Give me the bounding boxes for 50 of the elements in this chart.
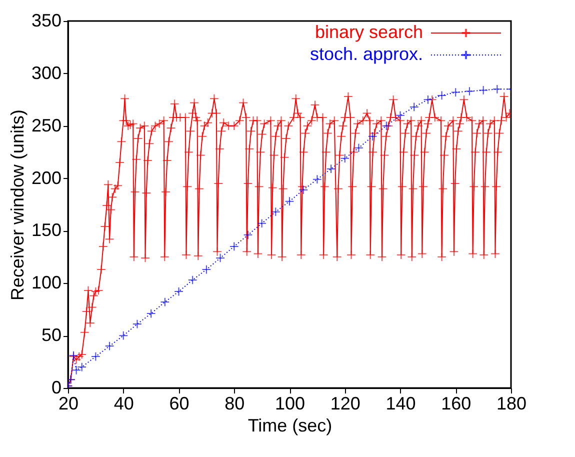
point [243,230,253,240]
point [77,362,87,372]
x-tick-label: 100 [274,394,306,414]
y-tick-label: 300 [31,62,62,83]
x-tick-label: 180 [496,394,527,414]
point [91,352,100,362]
legend-label: binary search [314,22,423,42]
point [437,90,446,100]
point [132,319,142,329]
y-tick-label: 150 [31,220,62,240]
point [160,297,170,307]
point [257,218,266,228]
point [464,86,474,96]
x-tick-label: 140 [386,394,416,414]
point [229,242,239,252]
x-tick-label: 60 [169,394,190,414]
point [409,102,419,112]
x-tick-label: 160 [441,394,472,414]
point [284,196,294,206]
y-tick-label: 200 [31,168,62,188]
x-tick-label: 120 [330,394,360,414]
point [396,110,405,120]
y-tick-label: 350 [31,10,62,30]
point [72,365,81,375]
legend-label: stoch. approx. [310,44,423,64]
point [188,275,198,285]
point [492,84,502,94]
point [312,174,322,184]
point [270,207,280,217]
point [104,341,114,351]
point [340,154,350,164]
point [423,94,433,104]
point [118,330,128,340]
y-axis-title: Receiver window (units) [7,109,28,301]
x-tick-label: 40 [114,394,134,414]
point [202,264,212,274]
point [146,308,156,318]
point [450,88,460,97]
point [174,286,184,296]
point [326,164,336,174]
y-tick-label: 100 [31,272,62,293]
x-tick-label: 80 [224,394,245,414]
point [354,143,364,153]
y-tick-label: 50 [41,325,62,346]
point [216,253,225,263]
y-tick-label: 250 [31,115,62,136]
x-axis-title: Time (sec) [248,416,332,436]
point [478,86,488,95]
point [368,132,378,142]
point [298,185,308,195]
